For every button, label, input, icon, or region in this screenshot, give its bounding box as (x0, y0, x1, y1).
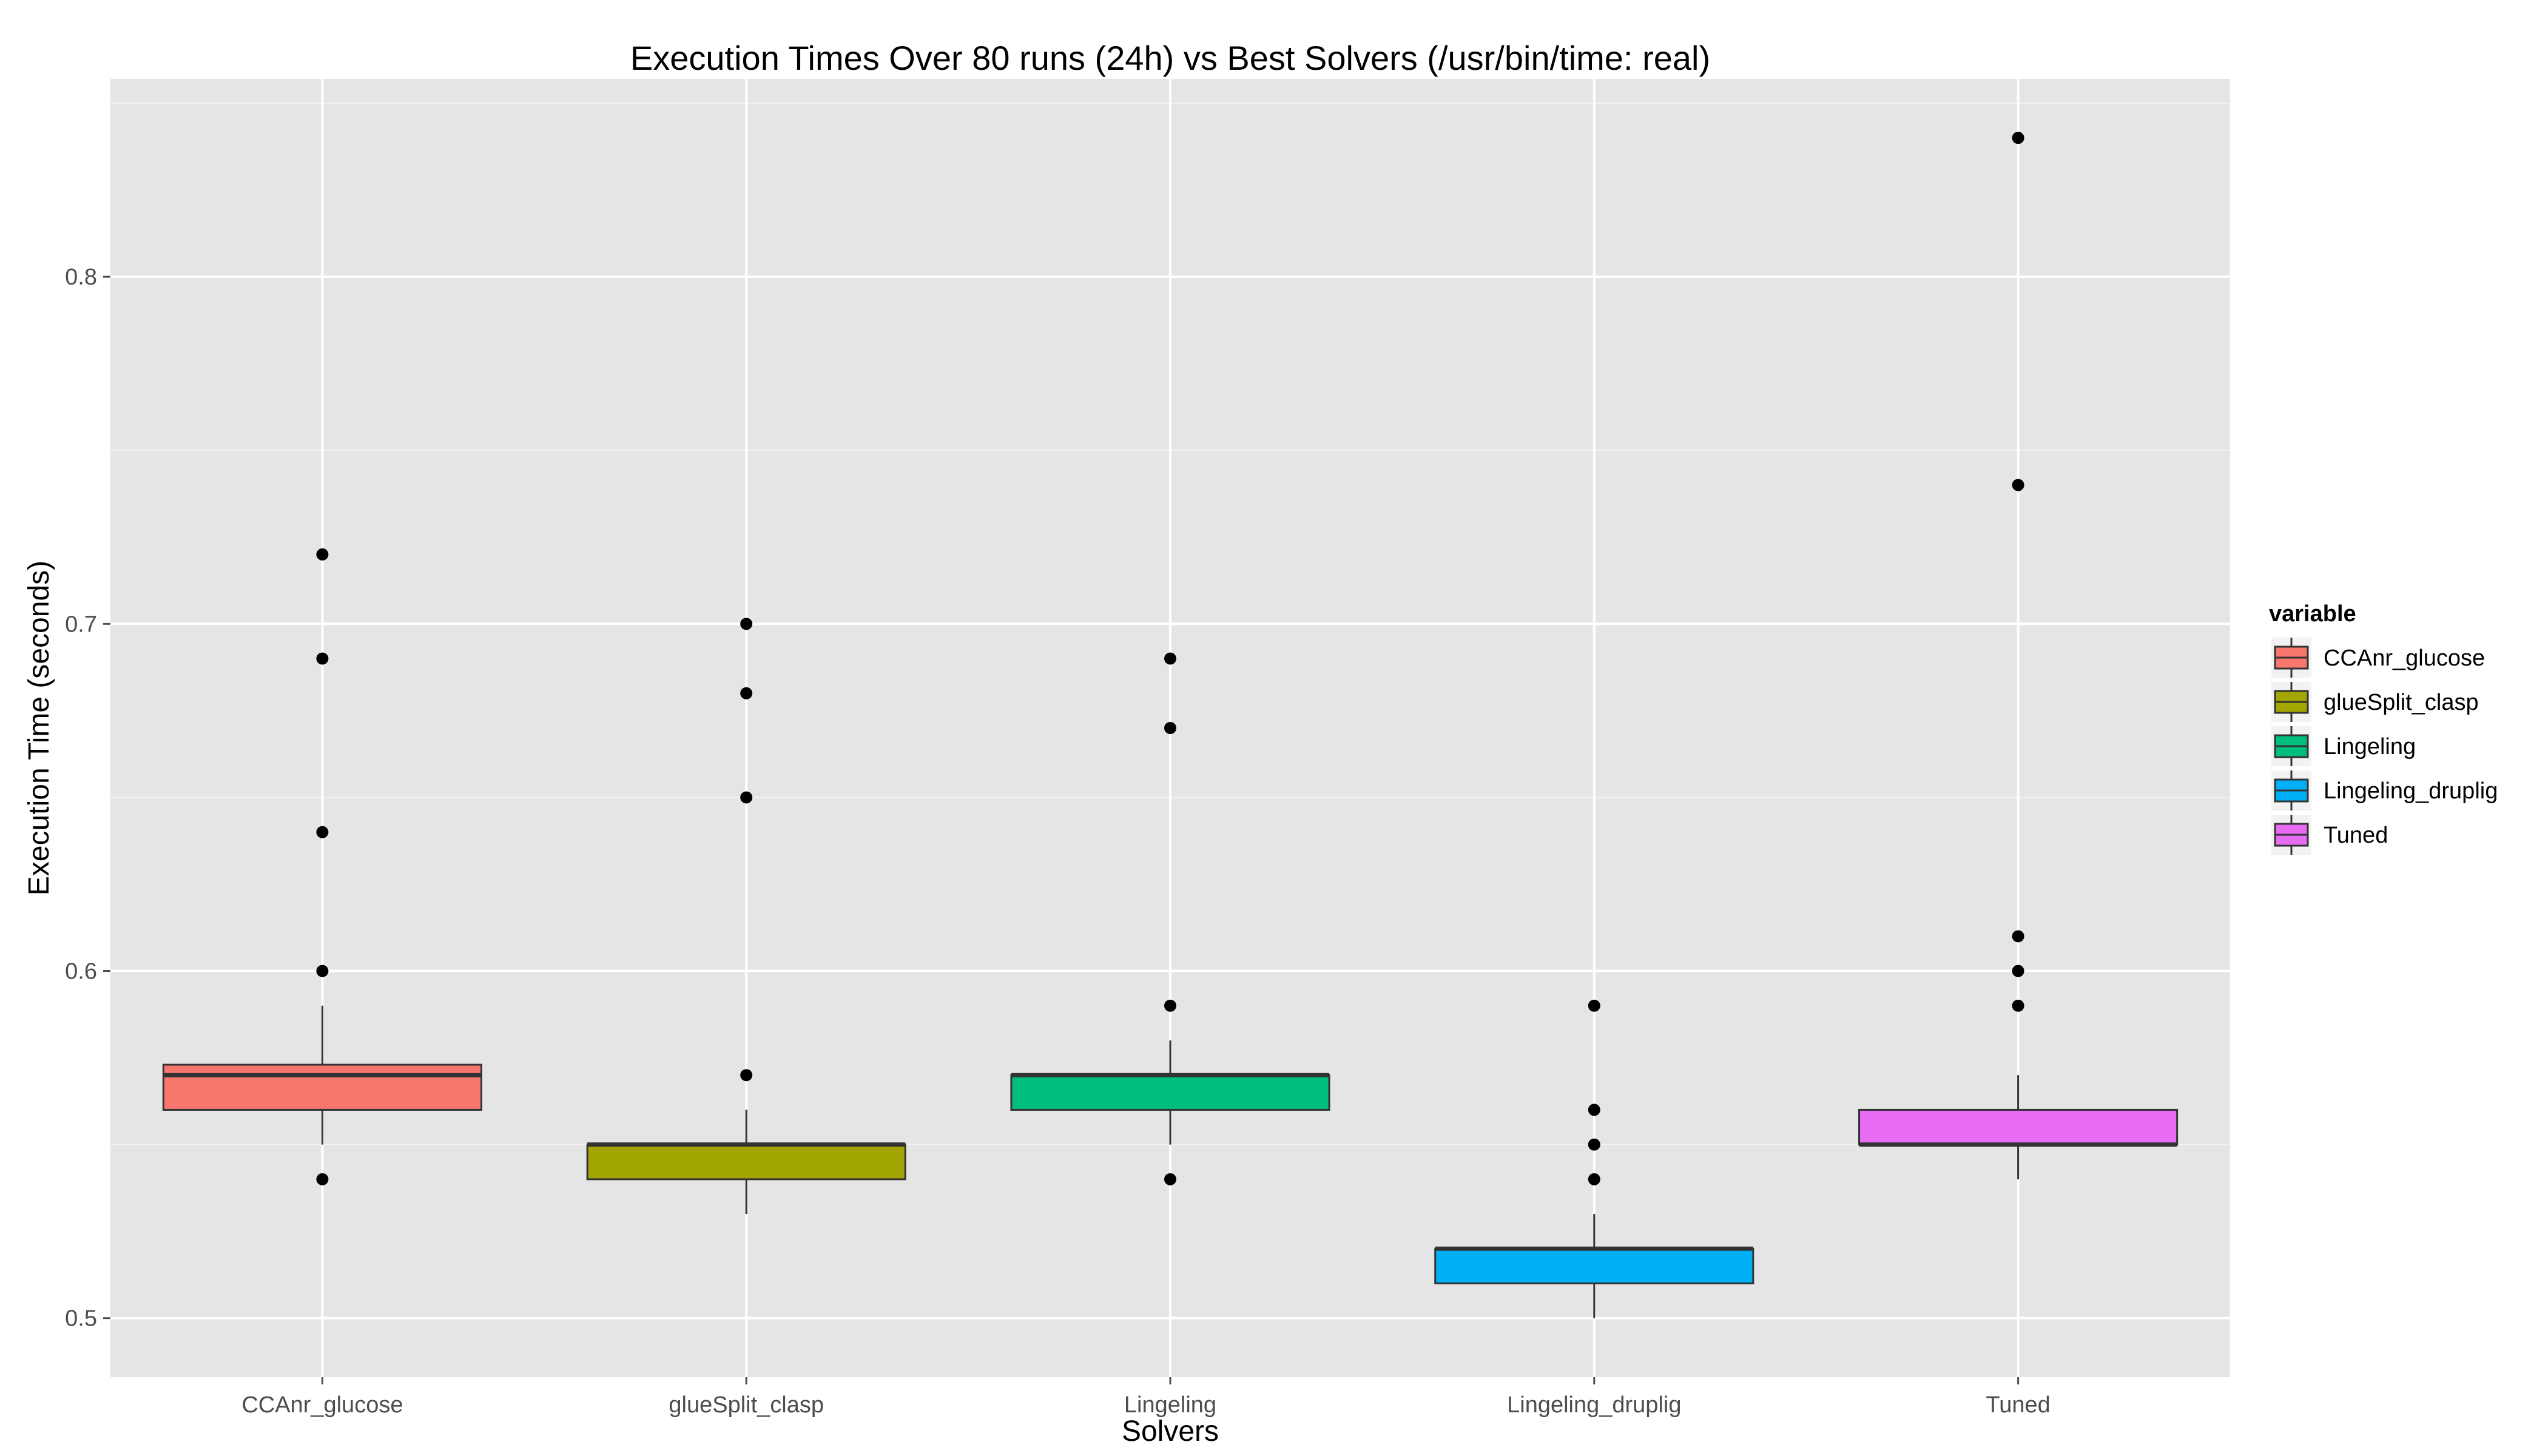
box-body (1434, 1247, 1754, 1285)
outlier-point (1588, 999, 1600, 1012)
x-tick-label: CCAnr_glucose (241, 1392, 403, 1418)
outlier-point (316, 826, 329, 838)
x-tick-label: glueSplit_clasp (669, 1392, 824, 1418)
outlier-point (1588, 1138, 1600, 1151)
outlier-point (1164, 722, 1176, 734)
outlier-point (1588, 1104, 1600, 1116)
outlier-point (1164, 1173, 1176, 1185)
box-Lingeling (1010, 652, 1330, 1185)
outlier-point (316, 1173, 329, 1185)
box-body (1010, 1074, 1330, 1111)
outlier-point (2012, 930, 2024, 943)
outlier-point (2012, 479, 2024, 491)
box-body (586, 1144, 906, 1181)
legend-label: Lingeling (2324, 734, 2416, 760)
legend-title: variable (2269, 601, 2356, 627)
x-axis-title: Solvers (1122, 1415, 1219, 1448)
legend-label: Tuned (2324, 823, 2388, 848)
legend-item: glueSplit_clasp (2271, 682, 2479, 722)
outlier-point (740, 618, 753, 630)
outlier-point (316, 965, 329, 977)
x-tick-label: Tuned (1986, 1392, 2050, 1418)
outlier-point (316, 652, 329, 665)
box-glueSplit_clasp (586, 618, 906, 1215)
box-Lingeling_druplig (1434, 999, 1754, 1318)
outlier-point (2012, 999, 2024, 1012)
legend-item: Lingeling_druplig (2271, 770, 2498, 811)
box-body (1858, 1108, 2179, 1146)
y-axis-ticks: 0.5 0.6 0.7 0.8 (65, 265, 110, 1332)
y-axis-title: Execution Time (seconds) (23, 561, 55, 895)
legend-label: glueSplit_clasp (2324, 690, 2479, 715)
legend-label: Lingeling_druplig (2324, 778, 2498, 804)
legend-item: Tuned (2271, 815, 2388, 855)
outlier-point (316, 548, 329, 561)
x-tick-label: Lingeling_druplig (1507, 1392, 1681, 1418)
outlier-point (1588, 1173, 1600, 1185)
legend: variable CCAnr_glucose glueSplit_clasp Lin… (2269, 601, 2498, 855)
outlier-point (2012, 132, 2024, 144)
y-tick-label: 0.8 (65, 265, 97, 290)
legend-items: CCAnr_glucose glueSplit_clasp Lingeling Lin… (2271, 638, 2498, 855)
chart-title: Execution Times Over 80 runs (24h) vs Be… (630, 39, 1710, 77)
legend-item: CCAnr_glucose (2271, 638, 2485, 678)
box-CCAnr_glucose (162, 548, 482, 1185)
outlier-point (740, 791, 753, 804)
y-tick-label: 0.7 (65, 612, 97, 637)
legend-label: CCAnr_glucose (2324, 645, 2485, 671)
outlier-point (1164, 652, 1176, 665)
x-axis-ticks: CCAnr_glucose glueSplit_clasp Lingeling Lin… (241, 1377, 2051, 1418)
x-tick-label: Lingeling (1124, 1392, 1216, 1418)
box-Tuned (1858, 132, 2179, 1179)
box-series (162, 132, 2179, 1318)
outlier-point (1164, 999, 1176, 1012)
outlier-point (2012, 965, 2024, 977)
box-body (162, 1063, 482, 1111)
y-tick-label: 0.6 (65, 959, 97, 985)
legend-item: Lingeling (2271, 726, 2416, 766)
outlier-point (740, 687, 753, 699)
y-tick-label: 0.5 (65, 1306, 97, 1332)
outlier-point (740, 1069, 753, 1082)
